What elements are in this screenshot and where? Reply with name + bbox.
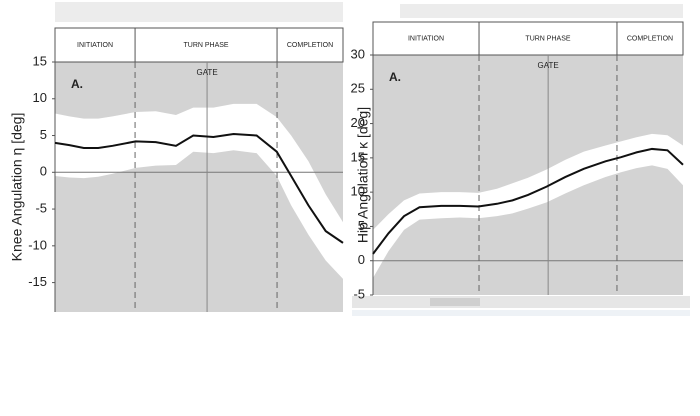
y-tick-label: 5: [358, 218, 365, 233]
phase-label: INITIATION: [77, 42, 113, 49]
y-axis-label: Knee Angulation η [deg]: [9, 113, 25, 262]
y-tick-label: 15: [351, 149, 365, 164]
phase-label: INITIATION: [408, 35, 444, 42]
y-tick-label: -5: [353, 286, 365, 301]
phase-label: TURN PHASE: [183, 42, 228, 49]
phase-label: COMPLETION: [627, 35, 673, 42]
y-tick-label: 25: [351, 81, 365, 96]
y-tick-label: -10: [28, 237, 47, 252]
phase-label: COMPLETION: [287, 42, 333, 49]
panel-label: A.: [389, 70, 401, 84]
y-tick-label: 0: [358, 252, 365, 267]
phase-header: [54, 27, 344, 63]
y-tick-label: 10: [33, 90, 47, 105]
plot-area: [373, 55, 683, 295]
gate-label: GATE: [538, 61, 559, 70]
panel-label: A.: [71, 77, 83, 91]
y-tick-label: 15: [33, 53, 47, 68]
y-axis-label: Hip Angulation κ [deg]: [355, 107, 371, 243]
y-tick-label: 0: [40, 164, 47, 179]
phase-label: TURN PHASE: [525, 35, 570, 42]
sd-band: [373, 133, 683, 278]
y-tick-label: 30: [351, 46, 365, 61]
mean-line: [372, 147, 684, 255]
phase-header: [372, 21, 684, 56]
scrollbar: [352, 296, 690, 316]
gate-label: GATE: [196, 68, 217, 77]
y-tick-label: 20: [351, 115, 365, 130]
skier-strip: [55, 2, 683, 22]
y-tick-label: -5: [35, 200, 47, 215]
y-tick-label: 5: [40, 127, 47, 142]
y-tick-label: 10: [351, 184, 365, 199]
mean-line: [54, 133, 344, 244]
y-tick-label: -15: [28, 274, 47, 289]
